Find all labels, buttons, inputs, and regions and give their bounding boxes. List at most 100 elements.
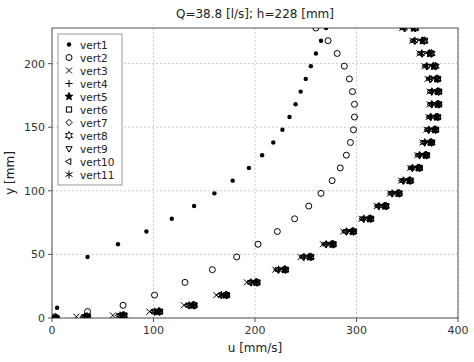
point bbox=[349, 228, 357, 235]
point bbox=[422, 151, 430, 158]
point bbox=[436, 88, 442, 94]
point bbox=[330, 240, 337, 248]
point bbox=[423, 62, 430, 70]
point bbox=[400, 177, 407, 185]
point bbox=[55, 306, 59, 310]
point bbox=[434, 113, 441, 121]
point bbox=[282, 266, 289, 274]
point bbox=[282, 266, 288, 272]
point bbox=[144, 229, 148, 233]
point bbox=[247, 278, 254, 286]
point bbox=[381, 202, 389, 209]
y-tick-label: 200 bbox=[24, 58, 45, 71]
x-tick-label: 400 bbox=[448, 324, 469, 337]
point bbox=[427, 113, 434, 121]
point bbox=[409, 164, 416, 172]
point bbox=[346, 76, 352, 82]
point bbox=[314, 51, 318, 55]
y-tick-label: 50 bbox=[31, 248, 45, 261]
point bbox=[426, 75, 433, 83]
point bbox=[382, 202, 389, 210]
legend-marker bbox=[65, 158, 70, 164]
point bbox=[360, 215, 367, 223]
point bbox=[192, 204, 196, 208]
point bbox=[52, 314, 60, 318]
legend-box bbox=[58, 34, 122, 185]
point bbox=[432, 126, 439, 134]
series-4 bbox=[52, 28, 441, 318]
y-tick bbox=[48, 127, 52, 128]
point bbox=[209, 267, 215, 273]
legend: vert1vert2vert3vert4vert5vert6vert7vert8… bbox=[58, 34, 122, 185]
x-tick bbox=[458, 318, 459, 322]
point bbox=[274, 229, 280, 235]
point bbox=[425, 126, 432, 134]
series-0 bbox=[55, 28, 328, 310]
legend-label: vert10 bbox=[80, 156, 114, 168]
y-tick bbox=[48, 63, 52, 64]
y-tick bbox=[48, 190, 52, 191]
point bbox=[260, 153, 264, 157]
x-tick bbox=[255, 318, 256, 322]
point bbox=[366, 215, 374, 222]
point bbox=[435, 76, 441, 82]
point bbox=[343, 228, 350, 236]
legend-marker bbox=[66, 68, 72, 74]
x-grid-line bbox=[153, 28, 154, 318]
series-6 bbox=[53, 28, 442, 318]
y-tick bbox=[48, 254, 52, 255]
x-axis-label: u [mm/s] bbox=[228, 341, 282, 355]
point bbox=[415, 164, 423, 171]
series-2 bbox=[52, 28, 433, 318]
point bbox=[423, 152, 429, 158]
legend-label: vert6 bbox=[80, 104, 108, 116]
point bbox=[230, 178, 234, 182]
point bbox=[351, 101, 357, 107]
legend-label: vert7 bbox=[80, 117, 108, 129]
point bbox=[428, 88, 435, 96]
legend-label: vert1 bbox=[80, 39, 108, 51]
x-tick bbox=[52, 318, 53, 322]
point bbox=[433, 113, 441, 120]
point bbox=[318, 190, 324, 196]
point bbox=[421, 37, 428, 45]
point bbox=[435, 114, 441, 120]
legend-label: vert9 bbox=[80, 143, 108, 155]
point bbox=[368, 216, 374, 222]
point bbox=[271, 140, 275, 144]
point bbox=[375, 202, 382, 210]
point bbox=[412, 28, 419, 32]
series-5 bbox=[53, 28, 441, 318]
series-7 bbox=[53, 28, 443, 318]
point bbox=[396, 190, 402, 196]
point bbox=[349, 89, 355, 95]
point bbox=[319, 39, 323, 43]
point bbox=[234, 254, 240, 260]
point bbox=[350, 127, 356, 133]
point bbox=[254, 278, 261, 286]
series-10 bbox=[52, 28, 435, 318]
point bbox=[306, 203, 312, 209]
point bbox=[389, 189, 396, 197]
point bbox=[416, 151, 423, 159]
y-tick-label: 150 bbox=[24, 121, 45, 134]
legend-marker bbox=[67, 42, 71, 46]
x-tick-label: 200 bbox=[245, 324, 266, 337]
point bbox=[435, 100, 442, 108]
point bbox=[435, 88, 442, 96]
point bbox=[428, 138, 435, 146]
point bbox=[411, 37, 418, 45]
point bbox=[431, 126, 439, 133]
legend-label: vert4 bbox=[80, 78, 108, 90]
point bbox=[436, 101, 442, 107]
point bbox=[292, 216, 298, 222]
x-grid-line bbox=[255, 28, 256, 318]
point bbox=[433, 75, 441, 82]
legend-marker bbox=[65, 93, 73, 100]
series-3 bbox=[52, 28, 440, 318]
point bbox=[401, 28, 408, 32]
y-axis-label: y [mm] bbox=[3, 151, 17, 195]
point bbox=[325, 38, 331, 44]
legend-marker bbox=[66, 119, 72, 125]
point bbox=[434, 75, 441, 83]
